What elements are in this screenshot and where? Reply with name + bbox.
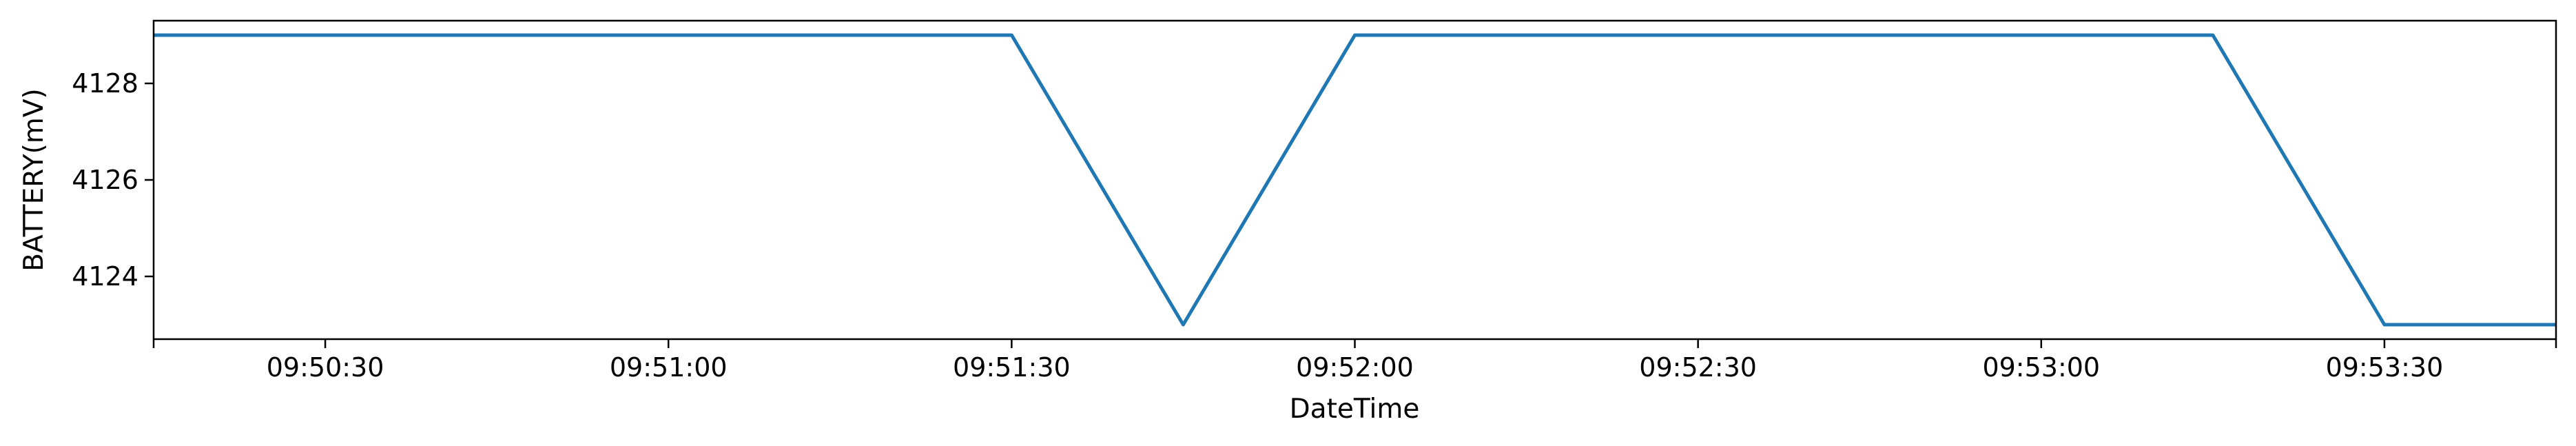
- x-tick-label: 09:53:30: [2326, 352, 2444, 383]
- x-tick-label: 09:51:00: [610, 352, 728, 383]
- x-axis-ticks: 09:50:30 09:51:00 09:51:30 09:52:00 09:52:30…: [152, 339, 2557, 383]
- x-axis-label: DateTime: [1290, 394, 1420, 425]
- x-tick-label: 09:52:00: [1296, 352, 1414, 383]
- x-tick-label: 09:51:30: [953, 352, 1071, 383]
- y-axis-label: BATTERY(mV): [19, 88, 50, 272]
- y-tick-label: 4124: [72, 261, 138, 292]
- y-axis-ticks: 4124 4126 4128: [72, 68, 154, 292]
- x-tick-label: 09:53:00: [1982, 352, 2100, 383]
- series-line-0: [154, 33, 2556, 327]
- series-layer: [154, 33, 2556, 327]
- plot-frame: [152, 19, 2557, 341]
- y-tick-label: 4126: [72, 165, 138, 195]
- plot-area: [154, 21, 2556, 339]
- x-tick-label: 09:52:30: [1639, 352, 1757, 383]
- x-tick-label: 09:50:30: [267, 352, 384, 383]
- y-tick-label: 4128: [72, 68, 138, 99]
